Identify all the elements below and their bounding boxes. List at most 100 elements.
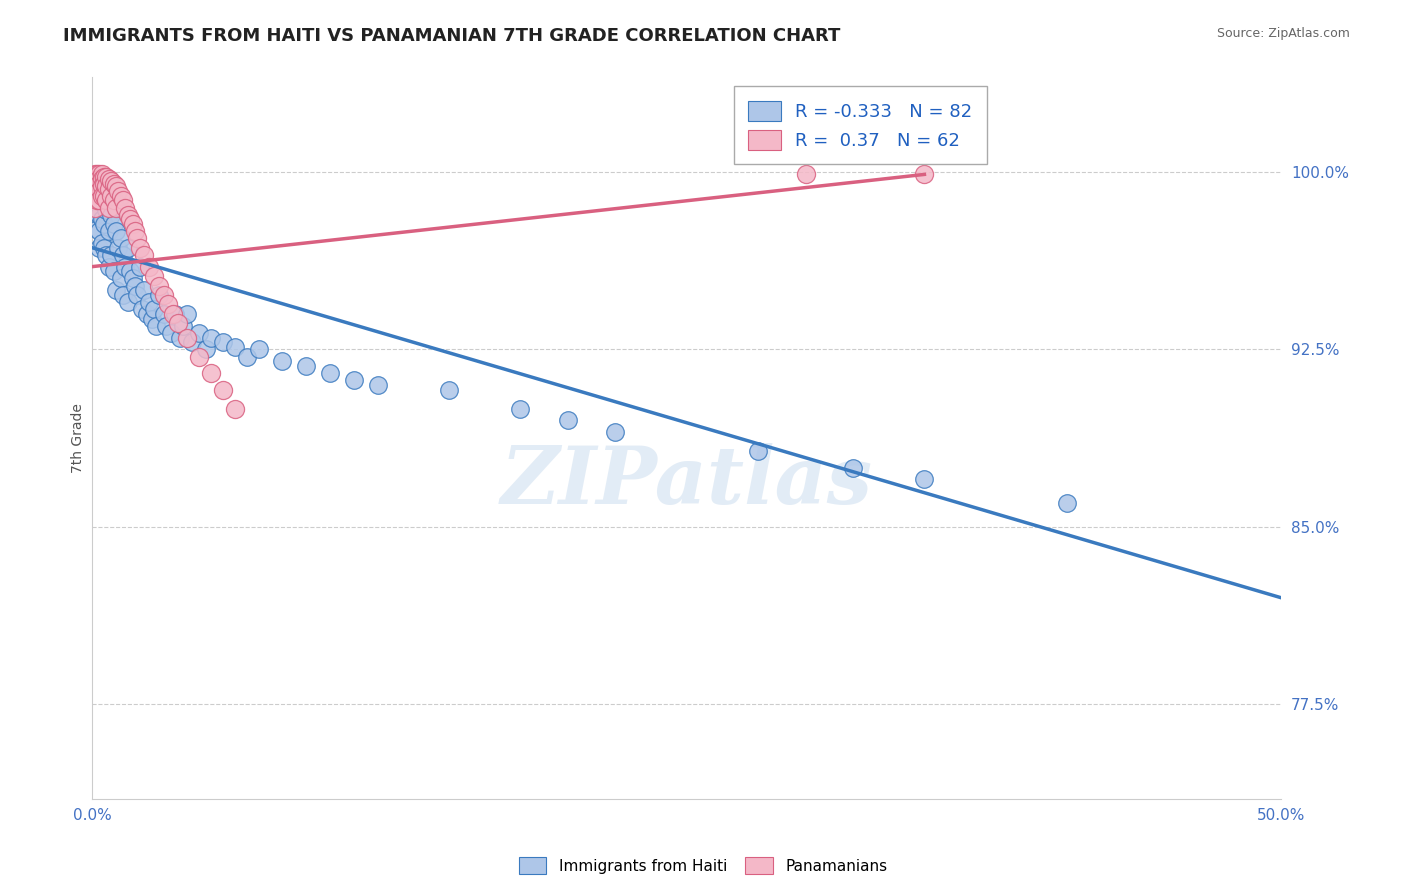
Point bbox=[83, 186, 105, 201]
Point bbox=[110, 188, 132, 202]
Point bbox=[89, 194, 111, 208]
Point bbox=[112, 194, 135, 208]
Point bbox=[104, 224, 127, 238]
Point bbox=[86, 188, 108, 202]
Point bbox=[86, 222, 108, 236]
Point bbox=[169, 330, 191, 344]
Text: IMMIGRANTS FROM HAITI VS PANAMANIAN 7TH GRADE CORRELATION CHART: IMMIGRANTS FROM HAITI VS PANAMANIAN 7TH … bbox=[63, 27, 841, 45]
Point bbox=[96, 179, 118, 194]
Point bbox=[112, 288, 135, 302]
Point bbox=[842, 460, 865, 475]
Point bbox=[103, 177, 125, 191]
Point bbox=[89, 241, 111, 255]
Point bbox=[367, 377, 389, 392]
Point bbox=[1056, 496, 1078, 510]
Point bbox=[103, 217, 125, 231]
Point bbox=[107, 184, 129, 198]
Point bbox=[100, 188, 122, 202]
Point bbox=[100, 248, 122, 262]
Point bbox=[271, 354, 294, 368]
Point bbox=[89, 177, 111, 191]
Point bbox=[148, 288, 170, 302]
Point bbox=[557, 413, 579, 427]
Point bbox=[93, 177, 115, 191]
Point bbox=[343, 373, 366, 387]
Point bbox=[143, 302, 166, 317]
Point bbox=[97, 181, 120, 195]
Point bbox=[159, 326, 181, 340]
Point bbox=[138, 295, 160, 310]
Point bbox=[195, 343, 218, 357]
Point bbox=[127, 231, 149, 245]
Point bbox=[212, 335, 235, 350]
Point bbox=[97, 194, 120, 208]
Point bbox=[89, 172, 111, 186]
Point bbox=[86, 194, 108, 208]
Point bbox=[90, 235, 112, 250]
Y-axis label: 7th Grade: 7th Grade bbox=[72, 403, 86, 473]
Text: Source: ZipAtlas.com: Source: ZipAtlas.com bbox=[1216, 27, 1350, 40]
Point bbox=[152, 288, 174, 302]
Point bbox=[100, 208, 122, 222]
Point bbox=[176, 330, 198, 344]
Point bbox=[100, 174, 122, 188]
Point bbox=[90, 212, 112, 227]
Point bbox=[83, 179, 105, 194]
Legend: R = -0.333   N = 82, R =  0.37   N = 62: R = -0.333 N = 82, R = 0.37 N = 62 bbox=[734, 87, 987, 164]
Point bbox=[128, 260, 150, 274]
Point bbox=[86, 168, 108, 182]
Point bbox=[143, 269, 166, 284]
Point bbox=[188, 326, 211, 340]
Point bbox=[155, 318, 177, 333]
Point bbox=[83, 194, 105, 208]
Legend: Immigrants from Haiti, Panamanians: Immigrants from Haiti, Panamanians bbox=[513, 851, 893, 880]
Point bbox=[135, 307, 157, 321]
Point bbox=[93, 179, 115, 194]
Point bbox=[83, 172, 105, 186]
Text: ZIPatlas: ZIPatlas bbox=[501, 442, 873, 520]
Point bbox=[172, 318, 194, 333]
Point bbox=[247, 343, 270, 357]
Point bbox=[148, 278, 170, 293]
Point bbox=[112, 248, 135, 262]
Point bbox=[120, 264, 142, 278]
Point bbox=[121, 217, 143, 231]
Point bbox=[176, 307, 198, 321]
Point bbox=[131, 302, 153, 317]
Point bbox=[86, 172, 108, 186]
Point bbox=[224, 401, 246, 416]
Point bbox=[181, 335, 204, 350]
Point bbox=[509, 401, 531, 416]
Point bbox=[86, 172, 108, 186]
Point bbox=[89, 184, 111, 198]
Point bbox=[93, 188, 115, 202]
Point bbox=[605, 425, 627, 440]
Point bbox=[97, 201, 120, 215]
Point bbox=[794, 168, 817, 182]
Point bbox=[224, 340, 246, 354]
Point bbox=[235, 350, 257, 364]
Point bbox=[83, 168, 105, 182]
Point bbox=[83, 169, 105, 184]
Point bbox=[134, 283, 156, 297]
Point bbox=[114, 201, 136, 215]
Point bbox=[96, 248, 118, 262]
Point bbox=[104, 283, 127, 297]
Point bbox=[141, 311, 163, 326]
Point bbox=[89, 168, 111, 182]
Point bbox=[89, 194, 111, 208]
Point bbox=[83, 201, 105, 215]
Point bbox=[90, 179, 112, 194]
Point bbox=[90, 188, 112, 202]
Point bbox=[188, 350, 211, 364]
Point bbox=[295, 359, 318, 373]
Point bbox=[86, 184, 108, 198]
Point bbox=[83, 184, 105, 198]
Point bbox=[104, 201, 127, 215]
Point bbox=[93, 198, 115, 212]
Point bbox=[128, 241, 150, 255]
Point bbox=[97, 224, 120, 238]
Point bbox=[90, 172, 112, 186]
Point bbox=[86, 177, 108, 191]
Point bbox=[162, 307, 184, 321]
